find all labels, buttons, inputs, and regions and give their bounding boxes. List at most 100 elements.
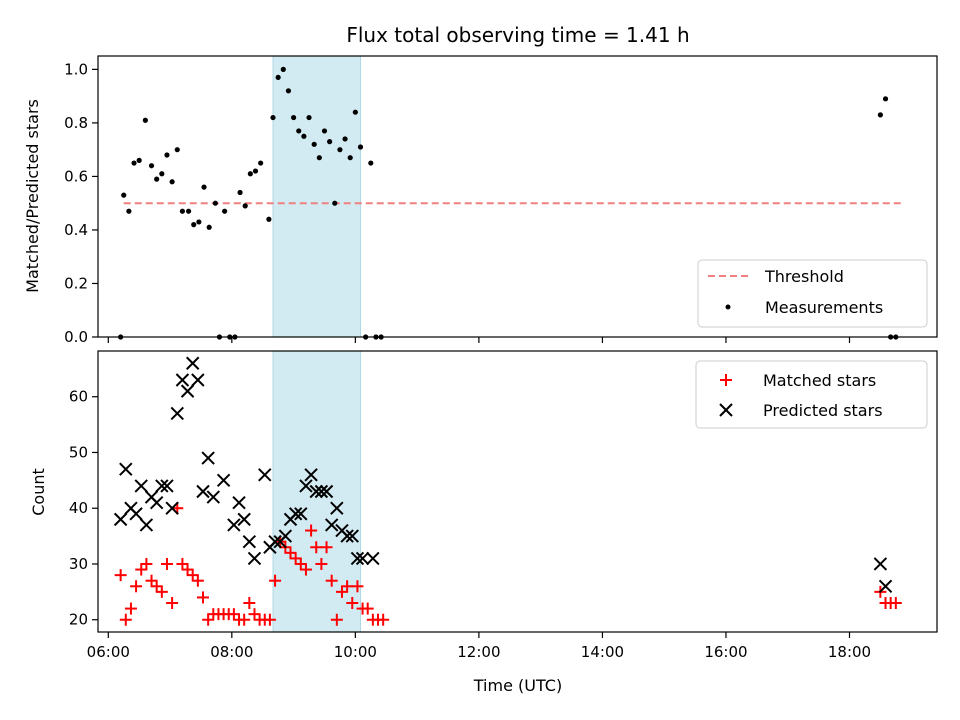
bottom-axes-frame [97,350,938,633]
matched-point [227,608,240,621]
y-tick-label: 1.0 [64,60,88,78]
predicted-point [113,512,128,527]
predicted-legend-label: Predicted stars [763,401,883,420]
matched-point [294,557,307,570]
measurement-point [247,171,253,177]
measurement-point [342,136,348,142]
predicted-point [878,579,893,593]
measurement-point [185,208,192,214]
measurement-point [164,152,170,158]
matched-point [150,580,163,593]
predicted-point [216,473,231,488]
measurement-point [222,208,228,214]
measurements-legend-label: Measurements [765,298,883,317]
measurements-legend-swatch [725,304,731,310]
predicted-point [355,551,370,566]
chart-title: Flux total observing time = 1.41 h [346,23,689,47]
measurement-point [174,147,180,153]
matched-point [181,563,194,576]
measurement-point [368,160,374,166]
measurement-point [285,88,292,94]
predicted-point [366,551,380,566]
matched-point [166,597,179,610]
top-panel: 0.0 0.2 0.4 0.6 0.8 1.0 Matched/Predicted sta… [23,55,938,346]
measurement-point [159,171,165,177]
matched-legend-label: Matched stars [763,371,876,390]
matched-point [130,580,143,593]
matched-point [202,613,215,626]
matched-point [197,591,210,604]
top-legend: Threshold Measurements [697,259,928,328]
matched-point [186,569,199,582]
matched-point [269,574,282,587]
predicted-point [206,490,221,504]
measurement-point [252,168,259,174]
x-tick-label: 08:00 [210,643,253,661]
matched-point [114,569,127,582]
matched-point [191,574,204,587]
bottom-y-ticks: 20 30 40 50 60 [69,388,98,629]
top-legend-box [697,259,928,328]
predicted-point [299,479,313,493]
bottom-y-axis-label: Count [29,468,48,516]
bottom-legend-box [695,360,928,429]
measurement-point [311,141,317,147]
predicted-point [319,484,334,499]
y-tick-label: 30 [69,555,88,573]
matched-point [176,557,189,570]
predicted-point [350,551,365,566]
observing-window-span [272,55,362,338]
predicted-point [873,557,888,571]
predicted-point [288,507,303,521]
measurement-point [290,114,297,121]
measurement-point [154,176,160,182]
matched-point [263,613,276,626]
matched-point [310,541,323,554]
matched-point [330,613,343,626]
predicted-point [160,479,174,493]
y-tick-label: 40 [69,499,88,517]
x-tick-label: 10:00 [334,643,377,661]
matched-point [160,557,173,570]
y-tick-label: 0.6 [64,167,88,185]
predicted-point [119,462,133,476]
x-tick-label: 16:00 [704,643,747,661]
y-tick-label: 60 [69,388,88,406]
series-matched-stars [114,502,902,626]
measurement-point [179,208,186,214]
measurement-point [321,128,328,134]
measurement-point [142,117,148,123]
matched-point [305,524,318,537]
predicted-point [314,484,329,499]
predicted-point [170,406,184,421]
matched-point [119,613,132,626]
matched-point [289,552,302,565]
top-y-ticks: 0.0 0.2 0.4 0.6 0.8 1.0 [64,60,98,346]
matched-point [346,597,359,610]
matched-point [135,563,148,576]
predicted-point [186,356,200,370]
predicted-point [345,529,359,543]
measurement-point [266,216,272,222]
matched-point [124,602,137,615]
y-tick-label: 0.8 [64,114,88,132]
measurement-point [882,96,889,102]
predicted-point [175,373,190,387]
matched-point [299,563,312,576]
threshold-legend-label: Threshold [764,267,844,286]
x-tick-label: 18:00 [828,643,871,661]
measurement-point [148,163,155,169]
measurement-point [280,66,286,72]
top-axes-frame [97,55,938,338]
predicted-point [196,484,210,499]
measurement-point [332,200,338,206]
measurement-point [357,144,364,150]
matched-point [315,557,328,570]
top-y-axis-label: Matched/Predicted stars [23,99,42,293]
bottom-panel: 20 30 40 50 60 06:00 08:00 10:00 12:00 14:00 16:0… [29,350,938,695]
matched-point [320,541,333,554]
x-tick-label: 14:00 [581,643,624,661]
predicted-point [340,529,354,543]
series-predicted-stars [113,356,893,593]
y-tick-label: 20 [69,611,88,629]
